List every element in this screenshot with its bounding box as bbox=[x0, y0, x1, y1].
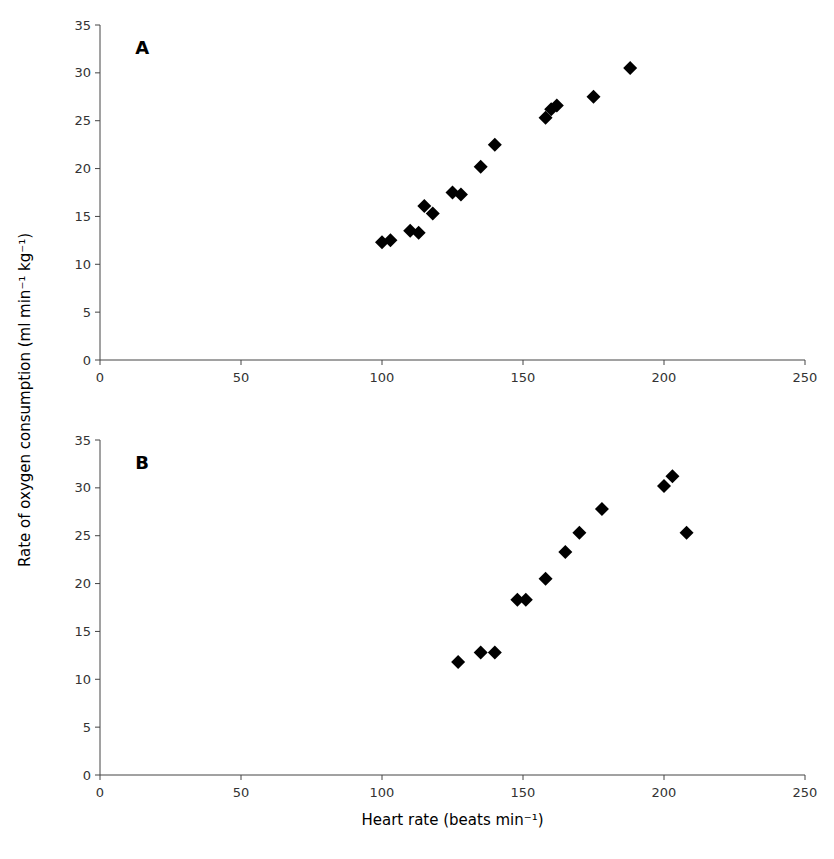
y-tick bbox=[95, 487, 100, 488]
point bbox=[383, 233, 397, 247]
x-tick-label: 0 bbox=[96, 785, 104, 800]
y-tick-label: 15 bbox=[74, 209, 91, 224]
y-tick bbox=[95, 583, 100, 584]
y-tick bbox=[95, 72, 100, 73]
x-tick bbox=[382, 775, 383, 780]
point bbox=[412, 226, 426, 240]
y-tick bbox=[95, 679, 100, 680]
point bbox=[680, 526, 694, 540]
point bbox=[572, 526, 586, 540]
y-tick-label: 5 bbox=[83, 305, 91, 320]
point bbox=[665, 469, 679, 483]
x-tick bbox=[241, 360, 242, 365]
y-tick-label: 10 bbox=[74, 257, 91, 272]
y-tick-label: 35 bbox=[74, 433, 91, 448]
x-tick bbox=[805, 360, 806, 365]
points bbox=[375, 61, 637, 249]
point bbox=[451, 655, 465, 669]
point bbox=[474, 160, 488, 174]
y-tick-label: 25 bbox=[74, 528, 91, 543]
x-tick bbox=[100, 360, 101, 365]
y-axis-label: Rate of oxygen consumption (ml min⁻¹ kg⁻… bbox=[16, 233, 34, 567]
point bbox=[595, 502, 609, 516]
x-tick-label: 100 bbox=[370, 370, 395, 385]
point bbox=[519, 593, 533, 607]
x-tick-label: 150 bbox=[511, 785, 536, 800]
point bbox=[558, 545, 572, 559]
y-tick-label: 10 bbox=[74, 672, 91, 687]
y-tick bbox=[95, 264, 100, 265]
x-tick-label: 200 bbox=[652, 785, 677, 800]
y-tick-label: 35 bbox=[74, 18, 91, 33]
y-tick-label: 25 bbox=[74, 113, 91, 128]
x-tick bbox=[382, 360, 383, 365]
x-axis-line bbox=[100, 360, 805, 361]
x-tick bbox=[241, 775, 242, 780]
point bbox=[474, 645, 488, 659]
y-tick-label: 15 bbox=[74, 624, 91, 639]
x-tick-label: 100 bbox=[370, 785, 395, 800]
point bbox=[454, 187, 468, 201]
y-tick bbox=[95, 535, 100, 536]
x-tick bbox=[100, 775, 101, 780]
x-tick bbox=[523, 775, 524, 780]
point bbox=[488, 645, 502, 659]
x-tick-label: 200 bbox=[652, 370, 677, 385]
x-tick-label: 50 bbox=[233, 370, 250, 385]
y-tick bbox=[95, 360, 100, 361]
y-tick-label: 5 bbox=[83, 720, 91, 735]
y-tick bbox=[95, 216, 100, 217]
panel-label: B bbox=[135, 452, 149, 473]
y-tick-label: 0 bbox=[83, 768, 91, 783]
x-tick-label: 50 bbox=[233, 785, 250, 800]
y-tick-label: 20 bbox=[74, 576, 91, 591]
point bbox=[550, 98, 564, 112]
point bbox=[623, 61, 637, 75]
x-tick-label: 150 bbox=[511, 370, 536, 385]
y-tick-label: 0 bbox=[83, 353, 91, 368]
x-tick bbox=[805, 775, 806, 780]
y-tick bbox=[95, 120, 100, 121]
x-tick-label: 250 bbox=[793, 370, 818, 385]
point bbox=[587, 90, 601, 104]
point bbox=[657, 479, 671, 493]
points bbox=[451, 469, 693, 669]
y-axis-line bbox=[100, 25, 101, 360]
x-tick-label: 250 bbox=[793, 785, 818, 800]
x-axis-label: Heart rate (beats min⁻¹) bbox=[361, 811, 543, 829]
y-tick bbox=[95, 440, 100, 441]
y-tick bbox=[95, 25, 100, 26]
y-axis-line bbox=[100, 440, 101, 775]
panel: 0 50 100 150 200 250 0 5 10 15 20 25 30 35 A bbox=[74, 18, 817, 386]
chart: 05010015020025005101520253035ARate of ox… bbox=[0, 0, 834, 859]
x-tick bbox=[664, 775, 665, 780]
y-tick bbox=[95, 727, 100, 728]
panel-label: A bbox=[135, 37, 149, 58]
point bbox=[488, 138, 502, 152]
y-tick bbox=[95, 312, 100, 313]
y-tick-label: 20 bbox=[74, 161, 91, 176]
y-tick-label: 30 bbox=[74, 65, 91, 80]
panel: 0 50 100 150 200 250 0 5 10 15 20 25 30 35 B bbox=[74, 433, 817, 801]
point bbox=[539, 572, 553, 586]
x-tick bbox=[664, 360, 665, 365]
x-tick bbox=[523, 360, 524, 365]
x-tick-label: 0 bbox=[96, 370, 104, 385]
y-tick bbox=[95, 168, 100, 169]
y-tick bbox=[95, 775, 100, 776]
x-axis-line bbox=[100, 775, 805, 776]
y-tick-label: 30 bbox=[74, 480, 91, 495]
point bbox=[426, 207, 440, 221]
y-tick bbox=[95, 631, 100, 632]
